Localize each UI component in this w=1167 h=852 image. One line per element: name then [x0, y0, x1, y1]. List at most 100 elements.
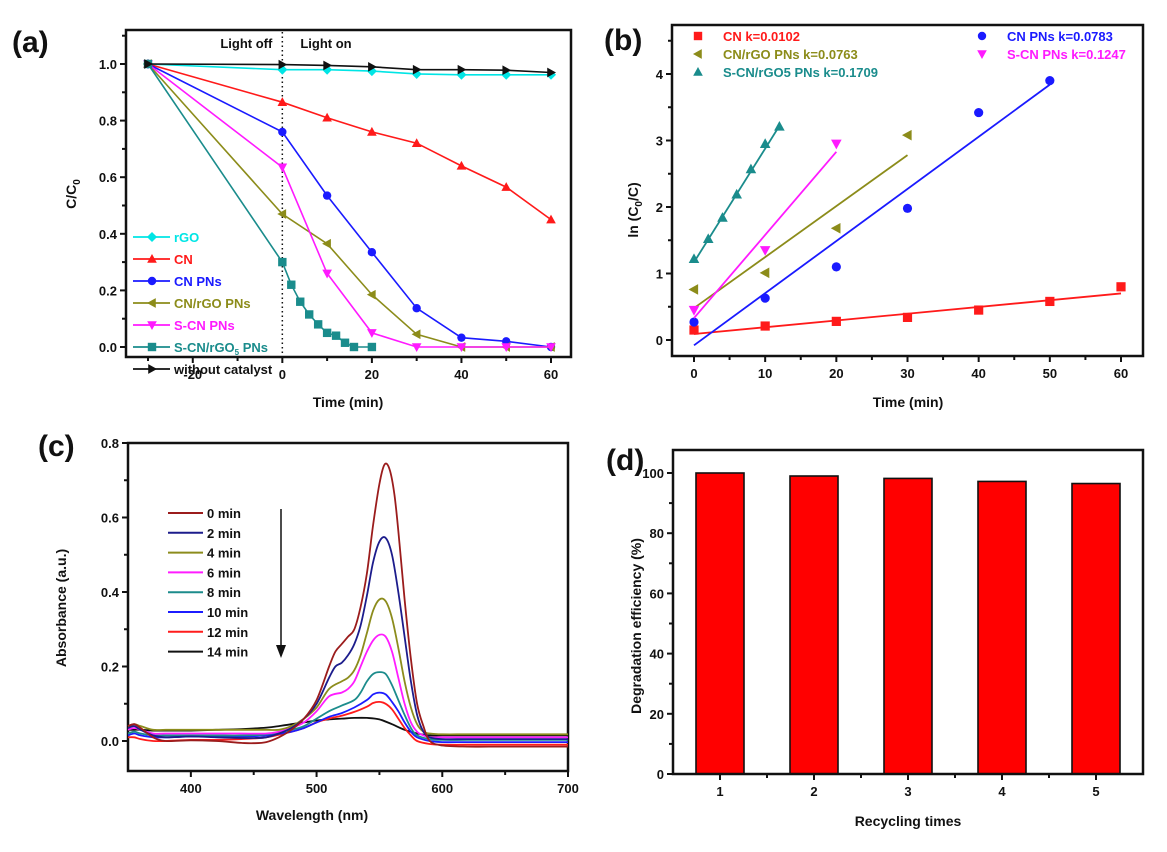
- series-cn-pns-k-0-0783: [689, 76, 1055, 347]
- legend-marker: [147, 342, 157, 352]
- legend-item-s-cn-rgo5-pns: S-CN/rGO5 PNs: [133, 340, 268, 357]
- data-point-s-cn-rgo5-pns: [367, 342, 377, 352]
- panel-a: (a) -20 0 20 40 60 0.0 0.2 0.4 0.6 0.8 1.0 rGO CN CN …: [12, 26, 573, 410]
- x-tick-label: 400: [180, 781, 202, 796]
- data-point-cn: [367, 126, 377, 136]
- x-tick-label: 1: [716, 784, 723, 799]
- data-point-cn-k-0-0102: [760, 321, 770, 331]
- data-point-s-cn-pns: [501, 343, 512, 353]
- panel-b: (b) 0 10 20 30 40 50 60 0 1 2 3 4 CN k=0.0102 CN PNs …: [604, 23, 1145, 410]
- data-point-rgo: [501, 69, 512, 80]
- data-point-without-catalyst: [368, 62, 377, 72]
- data-point-s-cn-rgo5-pns-k-0-1709: [717, 212, 728, 222]
- data-point-cn-pns-k-0-0783: [689, 317, 699, 327]
- panel-a-xlabel: Time (min): [313, 394, 384, 410]
- y-tick-label: 60: [650, 586, 664, 601]
- panel-c-plot: 400 500 600 700 0.0 0.2 0.4 0.6 0.8 0 min 2 min 4 m…: [101, 436, 579, 796]
- y-tick-label: 2: [656, 200, 663, 215]
- panel-a-ylabel: C/C0: [63, 179, 83, 209]
- legend-item-s-cn-pns: S-CN PNs: [133, 318, 235, 333]
- data-point-cn-pns: [278, 127, 287, 137]
- data-point-cn-rgo-pns-k-0-0763: [688, 284, 699, 295]
- data-point-s-cn-pns-k-0-1247: [759, 246, 771, 256]
- data-point-cn-k-0-0102: [1116, 282, 1126, 292]
- data-point-rgo: [456, 69, 467, 80]
- fit-line-cn-pns-k-0-0783: [693, 83, 1051, 347]
- data-point-cn: [277, 97, 288, 106]
- panel-d: (d) 1 2 3 4 5 0 20 40 60 80 100 Recycling times De…: [606, 444, 1145, 829]
- data-point-without-catalyst: [323, 60, 333, 71]
- panel-b-ylabel: ln (C0/C): [625, 182, 645, 237]
- data-point-without-catalyst: [278, 59, 288, 70]
- panel-d-label: (d): [606, 444, 644, 477]
- legend-item-without-catalyst: without catalyst: [133, 362, 273, 377]
- data-point-cn-rgo-pns-k-0-0763: [759, 267, 770, 279]
- legend-item-cn-pns-k-0-0783: CN PNs k=0.0783: [977, 29, 1113, 44]
- data-point-rgo: [411, 68, 422, 79]
- bar-4: [977, 480, 1027, 775]
- data-point-s-cn-pns: [367, 329, 377, 338]
- data-point-cn-pns: [367, 247, 377, 257]
- data-point-without-catalyst: [547, 67, 557, 78]
- legend-label: 6 min: [207, 565, 241, 580]
- data-point-cn-pns: [412, 304, 421, 313]
- x-tick-label: 40: [971, 366, 985, 381]
- x-tick-label: 500: [306, 781, 328, 796]
- arrow-head: [276, 645, 286, 658]
- legend-label: 2 min: [207, 526, 241, 541]
- data-point-s-cn-pns: [456, 343, 467, 353]
- fit-line-cn-rgo-pns-k-0-0763: [693, 154, 909, 309]
- data-point-cn-k-0-0102: [974, 305, 984, 315]
- data-point-s-cn-pns-k-0-1247: [831, 139, 842, 150]
- x-tick-label: -20: [183, 367, 202, 382]
- data-point-cn-k-0-0102: [831, 316, 841, 326]
- y-tick-label: 0.8: [99, 114, 117, 129]
- legend-label: CN PNs k=0.0783: [1007, 29, 1113, 44]
- bar-2: [789, 475, 839, 775]
- legend-label: 14 min: [207, 645, 248, 660]
- series-without-catalyst: [144, 59, 557, 78]
- data-point-s-cn-rgo5-pns-k-0-1709: [731, 188, 742, 199]
- data-point-cn-rgo-pns-k-0-0763: [901, 129, 912, 141]
- data-point-s-cn-rgo5-pns: [322, 328, 332, 338]
- panel-d-plot: 1 2 3 4 5 0 20 40 60 80 100: [642, 448, 1145, 799]
- legend-item-s-cn-pns-k-0-1247: S-CN PNs k=0.1247: [977, 47, 1126, 62]
- y-tick-label: 1.0: [99, 57, 117, 72]
- x-tick-label: 10: [758, 366, 772, 381]
- svg-text:ln (C0/C): ln (C0/C): [625, 182, 645, 237]
- x-tick-label: 40: [454, 367, 468, 382]
- data-point-cn-rgo-pns: [366, 289, 376, 300]
- x-tick-label: 50: [1043, 366, 1057, 381]
- data-point-s-cn-pns: [322, 269, 332, 279]
- y-tick-label: 40: [650, 647, 664, 662]
- x-tick-label: 5: [1092, 784, 1099, 799]
- data-point-s-cn-rgo5-pns-k-0-1709: [702, 233, 714, 244]
- data-point-s-cn-rgo5-pns: [305, 310, 314, 319]
- panel-c-label: (c): [38, 430, 75, 463]
- data-point-cn-rgo-pns: [411, 329, 421, 340]
- legend-label: rGO: [174, 230, 199, 245]
- legend-marker: [692, 49, 702, 59]
- data-point-s-cn-rgo5-pns-k-0-1709: [759, 138, 771, 148]
- legend-item-12-min: 12 min: [168, 625, 248, 640]
- data-point-cn-rgo-pns: [277, 209, 287, 219]
- data-point-s-cn-rgo5-pns: [287, 280, 296, 289]
- legend-marker: [146, 231, 158, 243]
- y-tick-label: 0.2: [101, 660, 119, 675]
- panel-c-frame: [126, 441, 570, 773]
- data-point-cn: [411, 138, 422, 148]
- legend-label: 8 min: [207, 585, 241, 600]
- legend-item-2-min: 2 min: [168, 526, 241, 541]
- data-point-cn-k-0-0102: [1045, 296, 1055, 307]
- y-tick-label: 20: [650, 707, 664, 722]
- legend-item-rgo: rGO: [133, 230, 199, 245]
- data-point-s-cn-rgo5-pns: [296, 297, 305, 306]
- data-point-cn-pns: [457, 333, 466, 342]
- legend-marker: [977, 31, 987, 41]
- spectrum-line-0-min: [127, 462, 568, 748]
- panel-c: (c) 400 500 600 700 0.0 0.2 0.4 0.6 0.8 0 min 2 mi…: [38, 430, 579, 823]
- legend-marker: [693, 31, 703, 41]
- x-tick-label: 700: [557, 781, 579, 796]
- data-point-s-cn-rgo5-pns: [340, 338, 350, 347]
